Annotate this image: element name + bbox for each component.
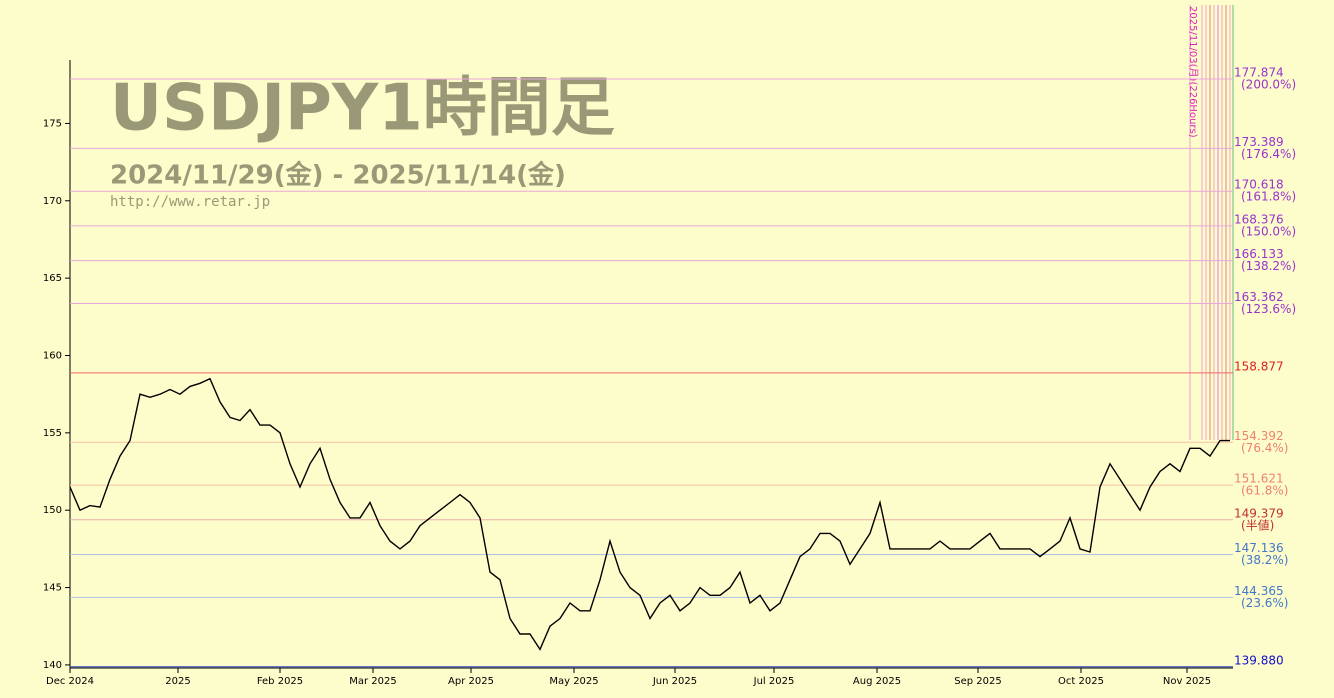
- x-tick-label: May 2025: [549, 676, 598, 687]
- level-ratio: (161.8%): [1241, 190, 1296, 204]
- x-tick-label: Apr 2025: [448, 676, 494, 687]
- y-tick-label: 155: [43, 428, 62, 439]
- decor-verticals: [1189, 5, 1234, 440]
- level-ratio: (半値): [1241, 517, 1274, 532]
- y-tick-label: 145: [43, 583, 62, 594]
- level-ratio: (76.4%): [1241, 441, 1288, 455]
- x-tick-label: Dec 2024: [46, 676, 94, 687]
- annotation: 2025/11/03(月)(226Hours): [1187, 6, 1199, 138]
- level-ratio: (23.6%): [1241, 596, 1288, 610]
- level-ratio: (38.2%): [1241, 553, 1288, 567]
- level-price: 158.877: [1234, 359, 1284, 373]
- y-tick-label: 170: [43, 196, 62, 207]
- y-tick-label: 175: [43, 118, 62, 129]
- level-price: 170.618: [1234, 178, 1284, 192]
- chart-title: USDJPY1時間足: [110, 72, 615, 146]
- level-price: 173.389: [1234, 135, 1284, 149]
- x-tick-label: Sep 2025: [954, 676, 1001, 687]
- source: http://www.retar.jp: [110, 194, 270, 210]
- y-tick-label: 160: [43, 350, 62, 361]
- x-tick-label: 2025: [165, 676, 190, 687]
- price-line: [69, 377, 1230, 651]
- level-ratio: (138.2%): [1241, 259, 1296, 273]
- level-price: 166.133: [1234, 247, 1284, 261]
- level-price: 139.880: [1234, 653, 1284, 667]
- level-price: 147.136: [1234, 541, 1284, 555]
- y-tick-label: 140: [43, 660, 62, 671]
- level-ratio: (176.4%): [1241, 147, 1296, 161]
- y-tick-label: 150: [43, 505, 62, 516]
- level-ratio: (150.0%): [1241, 224, 1296, 238]
- x-tick-label: Aug 2025: [853, 676, 901, 687]
- level-price: 149.379: [1234, 506, 1284, 520]
- level-ratio: (200.0%): [1241, 77, 1296, 91]
- level-price: 151.621: [1234, 472, 1284, 486]
- level-price: 154.392: [1234, 429, 1284, 443]
- level-price: 163.362: [1234, 290, 1284, 304]
- y-tick-label: 165: [43, 273, 62, 284]
- subtitle: 2024/11/29(金) - 2025/11/14(金): [110, 160, 566, 191]
- x-tick-label: Jun 2025: [652, 676, 697, 687]
- level-price: 177.874: [1234, 65, 1284, 79]
- level-ratio: (123.6%): [1241, 302, 1296, 316]
- x-tick-label: Jul 2025: [753, 676, 795, 687]
- x-tick-label: Mar 2025: [349, 676, 397, 687]
- level-price: 168.376: [1234, 212, 1284, 226]
- x-tick-label: Nov 2025: [1163, 676, 1211, 687]
- level-price: 144.365: [1234, 584, 1284, 598]
- level-ratio: (61.8%): [1241, 484, 1288, 498]
- x-tick-label: Oct 2025: [1058, 676, 1104, 687]
- x-tick-label: Feb 2025: [257, 676, 303, 687]
